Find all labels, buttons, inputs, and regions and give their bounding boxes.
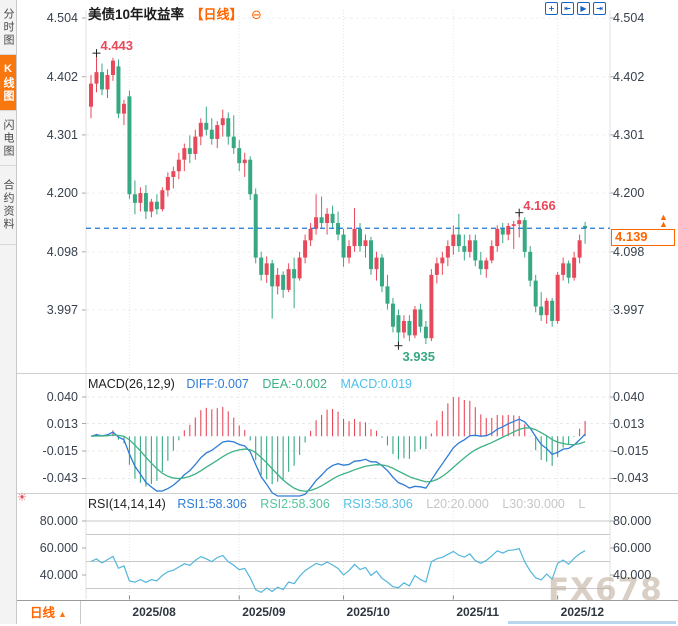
rsi2-value: RSI2:58.306 xyxy=(260,497,330,511)
price-axis-label: 4.200 xyxy=(613,186,645,201)
period-selector[interactable]: 日线 ▲ xyxy=(17,601,81,624)
price-axis-label: 3.997 xyxy=(613,303,645,317)
price-axis-label: 4.098 xyxy=(46,244,78,259)
chart-toolbar: + ⇤ ▶ ⇥ xyxy=(545,2,606,17)
price-axis-label: 4.098 xyxy=(613,244,645,259)
sidebar-tab-candle-chart[interactable]: K线图 xyxy=(0,55,16,111)
rsi-axis-label: 80.000 xyxy=(39,514,78,528)
macd-axis-label: -0.043 xyxy=(613,471,649,486)
price-axis-label: 4.200 xyxy=(46,186,78,201)
macd-axis-label: 0.013 xyxy=(613,416,645,431)
macd-title: MACD(26,12,9) xyxy=(88,377,175,391)
macd-dea-value: DEA:-0.002 xyxy=(262,377,327,391)
sidebar-tab-time-chart[interactable]: 分时图 xyxy=(0,0,16,55)
price-annotation: 4.166 xyxy=(523,197,556,213)
macd-axis-label: 0.013 xyxy=(46,416,78,431)
chart-header: 美债10年收益率 【日线】 ⊖ xyxy=(88,3,262,22)
x-axis-month-label: 2025/08 xyxy=(132,605,176,619)
goto-latest-icon[interactable]: ⇥ xyxy=(593,2,606,15)
price-annotation: 3.935 xyxy=(402,348,435,364)
symbol-title: 美债10年收益率 xyxy=(88,7,185,22)
rsi-axis-label: 40.000 xyxy=(39,568,78,582)
rsi-l30-value: L30:30.000 xyxy=(502,497,565,511)
bottom-axis-bar xyxy=(17,600,678,625)
sidebar: 分时图 K线图 闪电图 合约资料 xyxy=(0,0,17,624)
macd-axis-label: 0.040 xyxy=(46,390,78,404)
rsi1-value: RSI1:58.306 xyxy=(177,497,247,511)
price-axis-label: 4.504 xyxy=(46,11,78,25)
rsi-axis-label: 80.000 xyxy=(613,514,652,528)
last-price-badge: 4.139 xyxy=(611,229,675,246)
x-axis-month-label: 2025/10 xyxy=(346,605,390,619)
price-axis-label: 4.402 xyxy=(613,69,645,84)
collapse-icon[interactable]: ⊖ xyxy=(250,7,262,22)
price-up-arrows-icon: ▲ ▲ xyxy=(659,212,668,229)
range-zoom-icon[interactable]: ⇤ xyxy=(561,2,574,15)
rsi-title: RSI(14,14,14) xyxy=(88,497,166,511)
rsi-l20-value: L20:20.000 xyxy=(426,497,489,511)
macd-diff-value: DIFF:0.007 xyxy=(186,377,249,391)
macd-axis-label: 0.040 xyxy=(613,390,645,404)
x-axis-month-label: 2025/09 xyxy=(242,605,286,619)
macd-bar-value: MACD:0.019 xyxy=(340,377,413,391)
auto-scroll-icon[interactable]: ▶ xyxy=(577,2,590,15)
price-annotation: 4.443 xyxy=(100,38,134,54)
period-tag: 【日线】 xyxy=(190,7,243,22)
sidebar-tab-flash-chart[interactable]: 闪电图 xyxy=(0,111,16,166)
rsi-axis-label: 60.000 xyxy=(39,541,78,555)
price-axis-label: 4.301 xyxy=(46,127,78,142)
macd-axis-label: -0.015 xyxy=(613,444,649,458)
rsi-header: RSI(14,14,14) RSI1:58.306 RSI2:58.306 RS… xyxy=(88,497,585,511)
macd-header: MACD(26,12,9) DIFF:0.007 DEA:-0.002 MACD… xyxy=(88,377,412,391)
rsi3-value: RSI3:58.306 xyxy=(343,497,413,511)
macd-axis-label: -0.015 xyxy=(42,444,78,458)
sidebar-tab-contract-info[interactable]: 合约资料 xyxy=(0,166,16,245)
macd-axis-label: -0.043 xyxy=(42,471,78,486)
indicator-settings-sun-icon[interactable]: ☀ xyxy=(17,492,27,504)
horizontal-scrollbar[interactable] xyxy=(508,621,676,624)
rsi-axis-label: 60.000 xyxy=(613,541,652,555)
rsi-l-extra: L xyxy=(578,497,586,511)
x-axis-month-label: 2025/11 xyxy=(456,605,500,619)
crosshair-icon[interactable]: + xyxy=(545,2,558,15)
price-axis-label: 4.301 xyxy=(613,127,645,142)
rsi-axis-label: 40.000 xyxy=(613,568,652,582)
price-axis-label: 4.402 xyxy=(46,69,78,84)
price-axis-label: 3.997 xyxy=(46,303,78,317)
x-axis-month-label: 2025/12 xyxy=(560,605,605,619)
price-axis-label: 4.504 xyxy=(613,11,645,25)
